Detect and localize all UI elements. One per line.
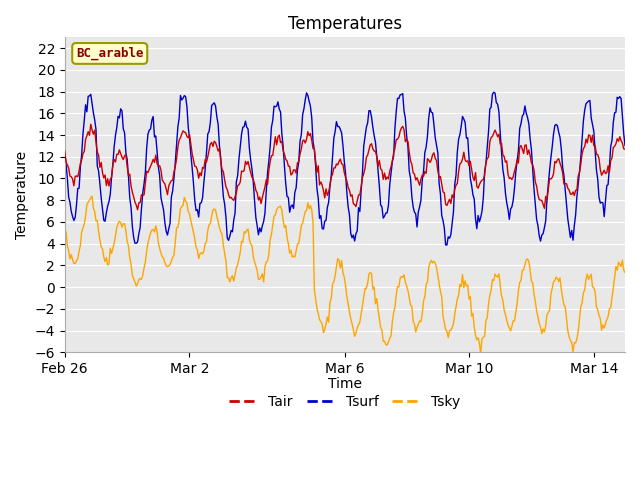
X-axis label: Time: Time bbox=[328, 377, 362, 391]
Text: BC_arable: BC_arable bbox=[76, 47, 143, 60]
Y-axis label: Temperature: Temperature bbox=[15, 151, 29, 239]
Legend: Tair, Tsurf, Tsky: Tair, Tsurf, Tsky bbox=[224, 389, 466, 415]
Title: Temperatures: Temperatures bbox=[288, 15, 402, 33]
